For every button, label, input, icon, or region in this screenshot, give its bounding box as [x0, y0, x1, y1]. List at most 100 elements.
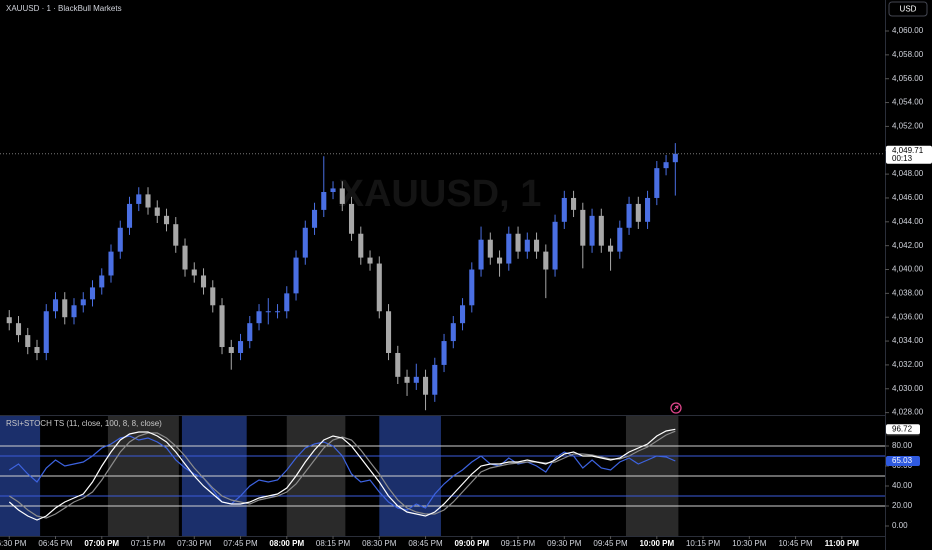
candle-body: [395, 352, 401, 377]
x-tick-label: 06:45 PM: [38, 539, 73, 548]
candle-body: [534, 239, 540, 252]
x-tick-label: 10:15 PM: [686, 539, 721, 548]
x-tick-label: 10:45 PM: [778, 539, 813, 548]
countdown: 00:13: [892, 154, 913, 163]
candle-body: [515, 233, 521, 252]
candle-body: [561, 197, 567, 222]
x-tick-label: 09:00 PM: [454, 539, 489, 548]
candle-body: [469, 269, 475, 306]
value-label: 96.72: [892, 424, 913, 433]
candle-body: [385, 311, 392, 353]
candle-body: [321, 191, 327, 210]
candle-body: [617, 227, 623, 252]
candle-body: [432, 364, 438, 395]
candle-body: [99, 275, 105, 288]
candle-body: [302, 227, 308, 258]
x-tick-label: 07:15 PM: [131, 539, 166, 548]
candle-body: [663, 162, 669, 169]
x-tick-label: 08:15 PM: [316, 539, 351, 548]
candle-body: [191, 269, 197, 276]
candle-body: [358, 233, 364, 258]
y-tick-label: 4,046.00: [892, 193, 924, 202]
y-tick-label: 4,034.00: [892, 336, 924, 345]
candle-body: [228, 347, 234, 353]
x-tick-label: 06:30 PM: [0, 539, 27, 548]
candle-body: [589, 215, 595, 246]
y-tick-label: 4,054.00: [892, 98, 924, 107]
candle-body: [635, 203, 641, 222]
candle-body: [247, 323, 253, 342]
candle-body: [34, 347, 40, 353]
y-tick-label: 4,028.00: [892, 408, 924, 417]
candle-body: [339, 188, 345, 204]
candle-body: [89, 287, 96, 300]
candle-body: [210, 287, 216, 306]
x-tick-label: 10:30 PM: [732, 539, 767, 548]
candle-body: [450, 323, 456, 342]
plot: [6, 143, 678, 411]
candle-body: [145, 194, 151, 208]
candle-body: [441, 341, 447, 365]
candle-body: [200, 275, 207, 288]
y-tick-label: 4,058.00: [892, 50, 924, 59]
last-price-box: [886, 145, 932, 164]
candle-body: [80, 299, 86, 306]
y-tick-label: 4,042.00: [892, 241, 924, 250]
candle-body: [422, 376, 429, 395]
value-label-box: [886, 424, 920, 435]
x-tick-label: 10:00 PM: [639, 539, 674, 548]
candle-body: [608, 245, 614, 252]
candle-body: [154, 207, 160, 216]
value-label-box: [886, 455, 920, 466]
candle-body: [219, 305, 225, 348]
x-tick-label: 07:45 PM: [223, 539, 258, 548]
x-tick-label: 08:30 PM: [362, 539, 397, 548]
x-tick-label: 09:30 PM: [547, 539, 582, 548]
candle-body: [348, 203, 355, 234]
candle-body: [274, 311, 281, 313]
candle-body: [284, 293, 290, 312]
candle-body: [117, 227, 123, 252]
alert-icon[interactable]: [670, 402, 682, 414]
candle-body: [237, 341, 244, 353]
indicator-title: RSI+STOCH TS (11, close, 100, 8, 8, clos…: [6, 419, 162, 428]
candle-body: [15, 323, 22, 336]
y-tick-label: 4,056.00: [892, 74, 924, 83]
candle-body: [571, 197, 577, 210]
candle-body: [265, 311, 271, 313]
candle-body: [459, 305, 466, 324]
y-tick-label: 4,052.00: [892, 122, 924, 131]
y-tick-label: 4,030.00: [892, 384, 924, 393]
candle-body: [654, 168, 660, 198]
candle-body: [543, 251, 549, 270]
x-tick-label: 09:15 PM: [501, 539, 536, 548]
indicator-line: [8, 428, 676, 521]
currency-button[interactable]: [888, 1, 928, 17]
x-tick-label: 07:00 PM: [84, 539, 119, 548]
y-tick-label: 80.00: [892, 441, 913, 450]
y-tick-label: 4,032.00: [892, 360, 924, 369]
candle-body: [173, 224, 179, 246]
currency[interactable]: USD: [900, 5, 917, 14]
candle-body: [367, 257, 373, 264]
candle-body: [413, 376, 419, 383]
candle-body: [626, 203, 632, 228]
x-tick-label: 08:45 PM: [408, 539, 443, 548]
y-tick-label: 4,048.00: [892, 169, 924, 178]
candle-body: [108, 251, 114, 276]
x-tick-label: 09:45 PM: [593, 539, 628, 548]
watermark: XAUUSD, 1: [339, 173, 542, 215]
candle-body: [376, 263, 382, 312]
y-tick-label: 4,038.00: [892, 288, 924, 297]
candle-body: [71, 305, 77, 318]
value-label: 65.03: [892, 456, 913, 465]
candle-body: [645, 197, 651, 222]
candle-body: [62, 299, 68, 318]
candle-body: [330, 188, 336, 192]
x-tick-label: 07:30 PM: [177, 539, 212, 548]
x-tick-label: 11:00 PM: [825, 539, 860, 548]
candle-body: [404, 376, 410, 383]
candle-body: [25, 335, 31, 348]
